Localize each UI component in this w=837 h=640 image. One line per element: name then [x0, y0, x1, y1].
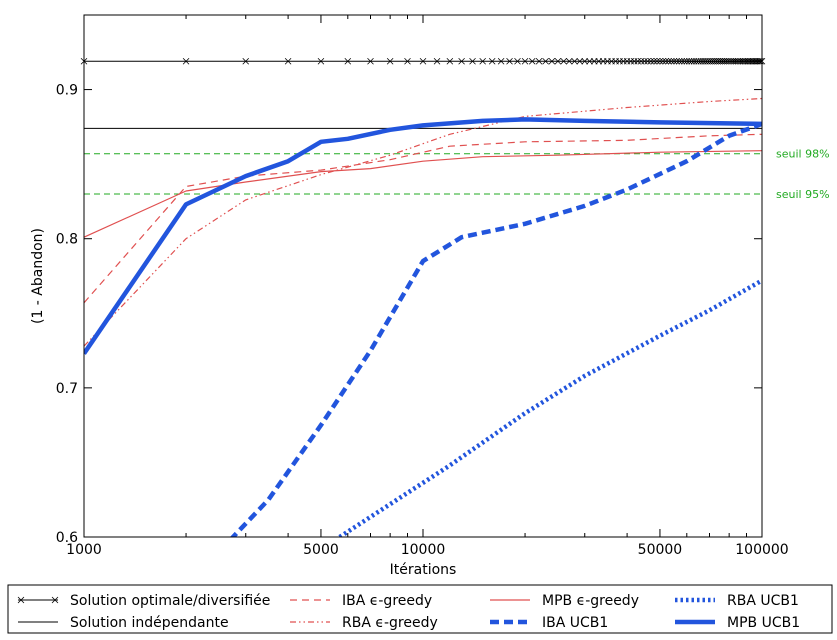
legend-box: [7, 584, 833, 634]
series-line-3: [229, 121, 762, 537]
legend-label-4: MPB ϵ-greedy: [542, 593, 639, 609]
legend-label-3: RBA ϵ-greedy: [342, 615, 438, 631]
x-tick-label-1: 5000: [303, 542, 339, 558]
threshold-label-1: seuil 95%: [776, 188, 830, 201]
series-line-0: [84, 133, 762, 304]
legend-label-6: RBA UCB1: [727, 593, 799, 609]
x-tick-label-0: 1000: [66, 542, 102, 558]
y-tick-label-3: 0.9: [56, 83, 78, 99]
x-tick-label-3: 50000: [638, 542, 683, 558]
x-tick-label-2: 10000: [401, 542, 446, 558]
legend-label-2: IBA ϵ-greedy: [342, 593, 432, 609]
plot-frame: [83, 14, 763, 538]
legend-label-0: Solution optimale/diversifiée: [70, 593, 270, 609]
series-line-1: [84, 97, 762, 347]
series-line-4: [335, 278, 762, 537]
legend: Solution optimale/diversifiée Solution in…: [7, 584, 833, 634]
y-axis-label: (1 - Abandon): [30, 228, 46, 324]
threshold-label-0: seuil 98%: [776, 148, 830, 161]
y-tick-label-2: 0.8: [56, 232, 78, 248]
series-line-2: [84, 150, 762, 238]
y-tick-label-1: 0.7: [56, 381, 78, 397]
y-tick-label-0: 0.6: [56, 530, 78, 546]
legend-label-1: Solution indépendante: [70, 615, 229, 631]
reference-markers-0: [80, 57, 766, 65]
legend-label-5: IBA UCB1: [542, 615, 608, 631]
x-tick-label-4: 100000: [735, 542, 788, 558]
legend-label-7: MPB UCB1: [727, 615, 800, 631]
x-axis-label: Itérations: [390, 562, 457, 578]
series-line-5: [84, 117, 762, 355]
